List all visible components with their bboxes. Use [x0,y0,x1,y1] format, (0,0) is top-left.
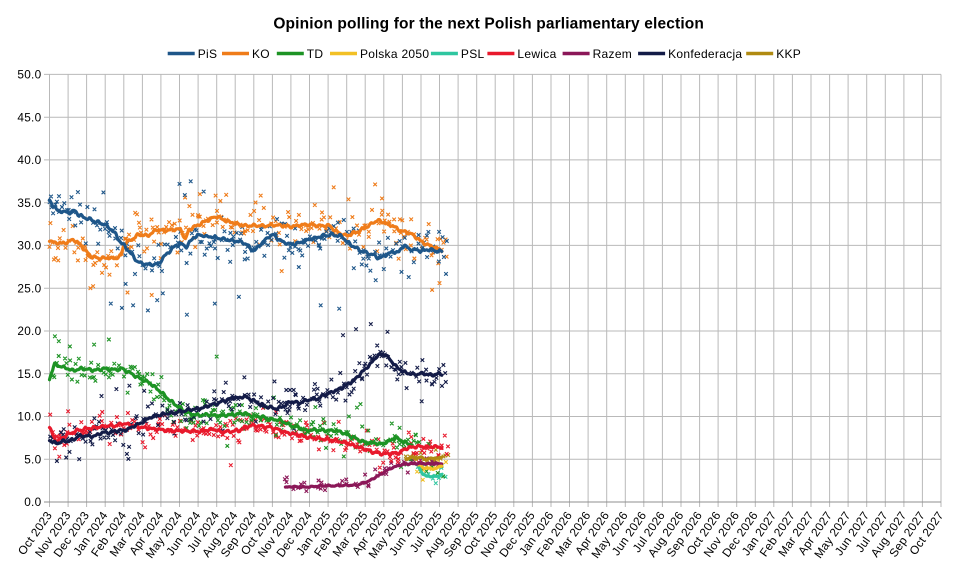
svg-text:35.0: 35.0 [17,196,41,210]
svg-text:Razem: Razem [593,47,633,61]
svg-text:30.0: 30.0 [17,239,41,253]
svg-text:20.0: 20.0 [17,324,41,338]
svg-text:KKP: KKP [776,47,801,61]
svg-text:0.0: 0.0 [24,495,41,509]
svg-text:Polska 2050: Polska 2050 [360,47,429,61]
svg-text:PiS: PiS [198,47,218,61]
svg-text:Konfederacja: Konfederacja [668,47,742,61]
svg-text:Opinion polling for the next P: Opinion polling for the next Polish parl… [273,16,704,33]
svg-text:5.0: 5.0 [24,452,41,466]
svg-text:PSL: PSL [461,47,485,61]
svg-text:45.0: 45.0 [17,110,41,124]
svg-text:TD: TD [307,47,324,61]
svg-text:10.0: 10.0 [17,410,41,424]
svg-text:Lewica: Lewica [517,47,556,61]
svg-text:25.0: 25.0 [17,281,41,295]
svg-text:40.0: 40.0 [17,153,41,167]
svg-text:15.0: 15.0 [17,367,41,381]
svg-text:KO: KO [252,47,270,61]
svg-text:50.0: 50.0 [17,68,41,82]
